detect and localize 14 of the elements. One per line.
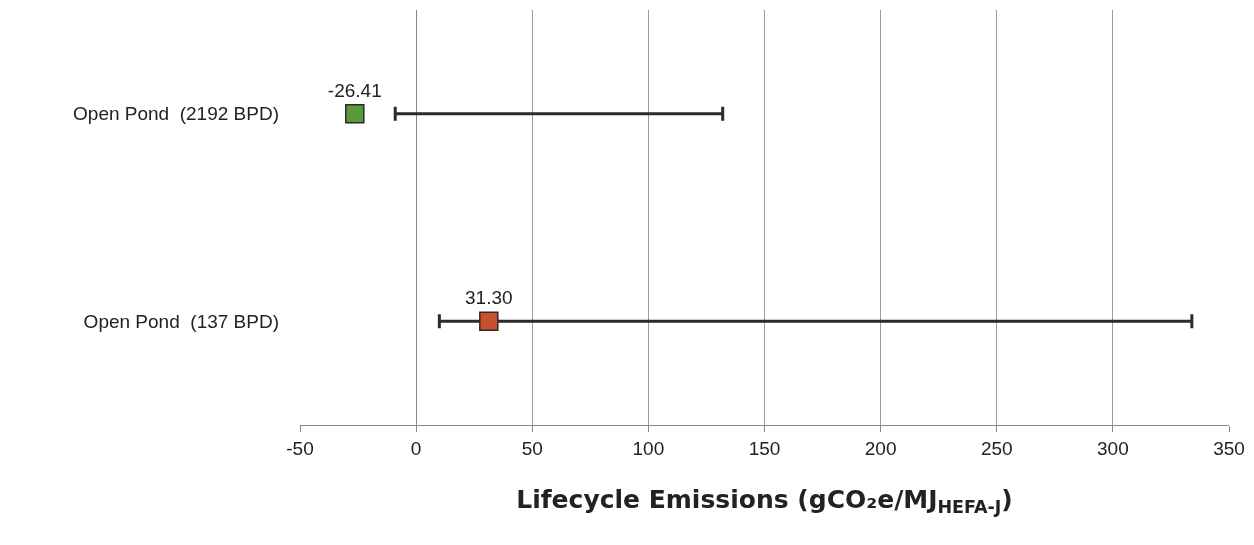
x-tick-label: 300: [1097, 437, 1129, 459]
x-tick-label: 100: [632, 437, 665, 459]
x-axis-title: Lifecycle Emissions (gCO₂e/MJ$_{HEFA-J}$): [516, 484, 1013, 518]
x-tick-label: 250: [980, 437, 1013, 459]
y-tick-label: Open Pond (137 BPD): [83, 310, 279, 332]
x-tick-label: 200: [864, 437, 897, 459]
x-tick-label: 350: [1213, 437, 1245, 459]
x-tick-label: -50: [286, 437, 314, 459]
data-label: 31.30: [465, 287, 513, 309]
data-label: -26.41: [327, 79, 382, 101]
x-tick-label: 0: [410, 437, 422, 459]
x-tick-label: 50: [521, 437, 543, 459]
y-tick-label: Open Pond (2192 BPD): [73, 103, 279, 125]
x-tick-label: 150: [748, 437, 781, 459]
